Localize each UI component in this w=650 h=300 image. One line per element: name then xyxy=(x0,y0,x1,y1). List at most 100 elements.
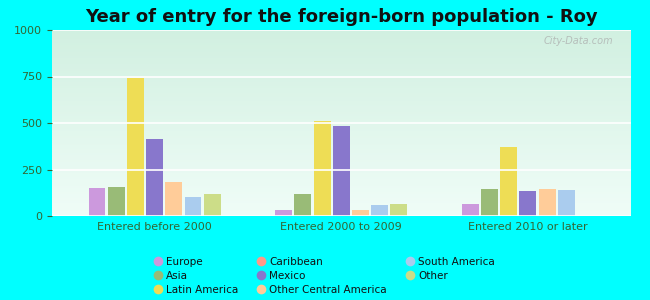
Bar xyxy=(165,182,182,216)
Bar xyxy=(52,69,630,71)
Bar xyxy=(52,147,630,149)
Bar xyxy=(146,139,163,216)
Bar xyxy=(52,114,630,116)
Bar xyxy=(127,78,144,216)
Bar xyxy=(52,194,630,196)
Bar xyxy=(52,84,630,86)
Text: City-Data.com: City-Data.com xyxy=(543,36,613,46)
Bar xyxy=(52,103,630,104)
Bar xyxy=(52,36,630,38)
Bar xyxy=(52,130,630,132)
Bar xyxy=(52,181,630,182)
Bar xyxy=(52,76,630,78)
Bar xyxy=(481,189,498,216)
Bar xyxy=(52,65,630,67)
Bar xyxy=(52,106,630,108)
Bar xyxy=(539,189,556,216)
Bar xyxy=(52,30,630,32)
Bar xyxy=(52,188,630,190)
Bar xyxy=(52,50,630,52)
Bar xyxy=(52,82,630,84)
Bar xyxy=(52,108,630,110)
Bar xyxy=(52,175,630,177)
Bar xyxy=(52,123,630,125)
Bar xyxy=(52,138,630,140)
Bar xyxy=(52,47,630,49)
Bar xyxy=(52,162,630,164)
Bar xyxy=(52,173,630,175)
Bar xyxy=(558,190,575,216)
Bar xyxy=(52,73,630,75)
Bar xyxy=(52,212,630,214)
Bar xyxy=(52,89,630,92)
Legend: Europe, Asia, Latin America, Caribbean, Mexico, Other Central America, South Ame: Europe, Asia, Latin America, Caribbean, … xyxy=(155,257,495,295)
Bar xyxy=(333,126,350,216)
Bar xyxy=(52,136,630,138)
Bar xyxy=(294,194,311,216)
Bar xyxy=(52,93,630,95)
Bar xyxy=(52,99,630,101)
Bar xyxy=(52,88,630,89)
Bar xyxy=(52,75,630,76)
Bar xyxy=(52,60,630,61)
Bar xyxy=(52,154,630,157)
Bar xyxy=(391,204,408,216)
Bar xyxy=(185,197,202,216)
Bar xyxy=(52,129,630,130)
Bar xyxy=(352,210,369,216)
Bar xyxy=(203,194,220,216)
Bar xyxy=(52,121,630,123)
Bar xyxy=(52,101,630,103)
Bar xyxy=(52,166,630,168)
Bar xyxy=(52,208,630,210)
Bar xyxy=(52,207,630,208)
Bar xyxy=(52,134,630,136)
Bar xyxy=(52,157,630,158)
Bar xyxy=(52,54,630,56)
Bar xyxy=(52,97,630,99)
Bar xyxy=(52,151,630,153)
Bar xyxy=(52,110,630,112)
Bar xyxy=(88,188,105,216)
Bar xyxy=(52,190,630,192)
Bar xyxy=(52,169,630,171)
Title: Year of entry for the foreign-born population - Roy: Year of entry for the foreign-born popul… xyxy=(85,8,597,26)
Bar xyxy=(52,38,630,39)
Bar xyxy=(52,61,630,64)
Bar xyxy=(275,210,292,216)
Bar xyxy=(52,78,630,80)
Bar xyxy=(313,121,330,216)
Bar xyxy=(52,184,630,186)
Bar xyxy=(52,125,630,127)
Bar xyxy=(52,214,630,216)
Bar xyxy=(52,58,630,60)
Bar xyxy=(52,196,630,197)
Bar xyxy=(52,132,630,134)
Bar xyxy=(52,158,630,160)
Bar xyxy=(52,153,630,154)
Bar xyxy=(52,197,630,199)
Bar xyxy=(52,171,630,173)
Bar xyxy=(52,160,630,162)
Bar xyxy=(52,43,630,45)
Bar xyxy=(519,191,536,216)
Bar xyxy=(52,199,630,201)
Bar xyxy=(52,127,630,129)
Bar xyxy=(52,95,630,97)
Bar xyxy=(52,145,630,147)
Bar xyxy=(52,49,630,50)
Bar xyxy=(52,142,630,143)
Bar xyxy=(52,80,630,82)
Bar xyxy=(52,201,630,203)
Bar xyxy=(52,41,630,43)
Bar xyxy=(52,164,630,166)
Bar xyxy=(52,104,630,106)
Bar xyxy=(108,187,125,216)
Bar xyxy=(462,204,479,216)
Bar xyxy=(52,186,630,188)
Bar xyxy=(371,205,388,216)
Bar xyxy=(52,143,630,145)
Bar xyxy=(52,192,630,194)
Bar xyxy=(52,205,630,207)
Bar xyxy=(52,203,630,205)
